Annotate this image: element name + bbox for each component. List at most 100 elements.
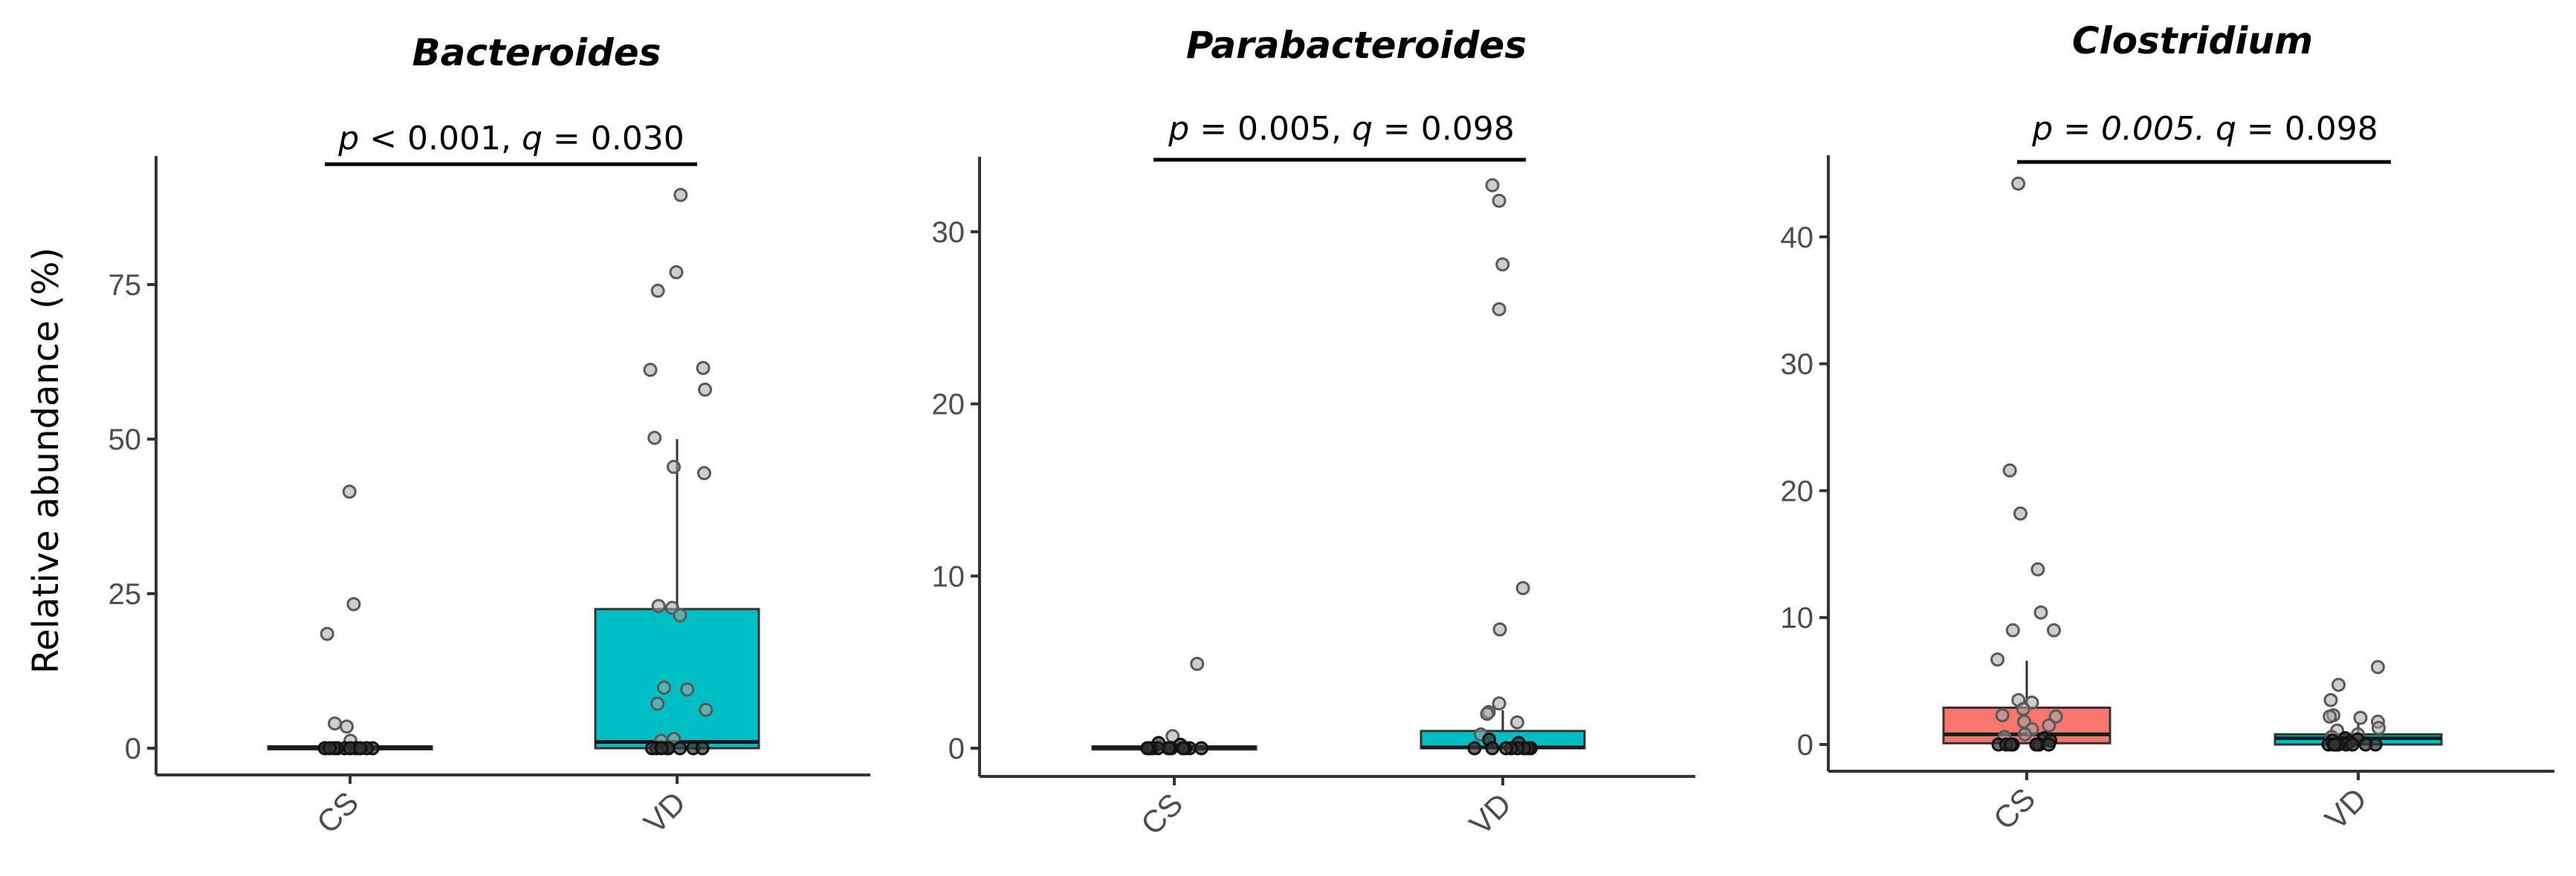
data-point [2047, 623, 2061, 637]
data-point [1515, 581, 1530, 595]
data-point [1140, 741, 1155, 756]
data-point [1194, 741, 1208, 756]
y-tick-label: 30 [1781, 348, 1814, 381]
data-point [353, 741, 368, 756]
points-vd [1467, 178, 1538, 756]
panel-title: Bacteroides [412, 31, 661, 74]
data-point [1492, 622, 1507, 637]
panel-title: Parabacteroides [1186, 24, 1527, 67]
data-point [1480, 707, 1495, 721]
data-point [2331, 678, 2346, 692]
data-point [2358, 737, 2373, 752]
data-point [698, 382, 713, 397]
data-point [340, 719, 354, 734]
data-point [1467, 741, 1482, 756]
y-tick-label: 0 [948, 733, 965, 765]
data-point [1162, 741, 1177, 756]
points-vd [2321, 660, 2386, 752]
data-point [654, 741, 669, 756]
data-point [695, 741, 710, 756]
data-point [1498, 741, 1513, 756]
significance-annotation: p < 0.001, q = 0.030 [337, 120, 684, 158]
points-vd [643, 187, 713, 756]
data-point [2018, 727, 2032, 742]
data-point [650, 696, 665, 711]
data-point [667, 459, 681, 474]
q-value: = 0.098 [2236, 110, 2378, 148]
data-point [328, 716, 342, 731]
data-point [2042, 718, 2056, 733]
data-point [1176, 741, 1191, 756]
y-tick-label: 75 [109, 269, 142, 302]
panel-title: Clostridium [2072, 19, 2313, 62]
q-symbol: q [2216, 110, 2236, 148]
data-point [2370, 660, 2385, 675]
data-point [2323, 709, 2337, 724]
data-point [699, 702, 713, 717]
data-point [346, 597, 361, 611]
data-point [1509, 715, 1524, 730]
data-point [1485, 178, 1500, 192]
q-value: = 0.098 [1373, 110, 1515, 148]
y-tick-label: 50 [109, 424, 142, 456]
data-point [2003, 737, 2018, 752]
p-value: < 0.001, [359, 120, 522, 158]
y-tick-label: 25 [109, 578, 142, 611]
box-vd [594, 439, 760, 750]
data-point [647, 430, 662, 445]
data-point [2345, 737, 2360, 752]
data-point [673, 608, 687, 623]
q-symbol: q [1352, 110, 1373, 148]
data-point [1990, 652, 2005, 667]
data-point [1492, 696, 1507, 711]
significance-annotation: p = 0.005. q = 0.098 [2031, 110, 2378, 148]
p-symbol: p [2031, 110, 2053, 148]
data-point [2328, 737, 2343, 752]
y-tick-label: 30 [932, 216, 965, 249]
data-point [323, 741, 337, 756]
data-point [2323, 692, 2338, 707]
data-point [1492, 193, 1507, 208]
data-point [2353, 710, 2368, 725]
data-point [696, 360, 711, 375]
points-cs [317, 484, 380, 756]
data-point [2011, 176, 2026, 191]
data-point [2042, 737, 2056, 752]
p-symbol: p [337, 120, 359, 158]
data-point [680, 682, 695, 697]
q-value: = 0.030 [543, 120, 685, 158]
y-tick-label: 20 [1781, 475, 1814, 507]
panel-clostridium: Clostridium p = 0.005. q = 0.098 0 10 20 30… [1781, 19, 2554, 837]
y-tick-label: 10 [932, 560, 965, 593]
y-tick-label: 0 [1797, 729, 1813, 762]
points-cs [1990, 176, 2063, 752]
y-tick-label: 20 [932, 389, 965, 421]
data-point [669, 265, 684, 279]
data-point [2048, 709, 2063, 724]
data-point [2002, 463, 2017, 478]
significance-annotation: p = 0.005, q = 0.098 [1168, 110, 1514, 148]
data-point [2005, 623, 2020, 637]
data-point [2030, 562, 2045, 577]
data-point [673, 187, 688, 202]
y-axis-label: Relative abundance (%) [25, 247, 67, 674]
y-tick-label: 0 [125, 733, 141, 765]
data-point [342, 484, 357, 499]
y-tick-label: 10 [1781, 602, 1814, 635]
data-point [320, 626, 334, 641]
data-point [1995, 708, 2010, 723]
p-value: = 0.005. [2053, 110, 2216, 148]
data-point [1495, 257, 1510, 272]
data-point [697, 466, 711, 481]
data-point [2033, 605, 2048, 620]
data-point [651, 599, 666, 614]
p-symbol: p [1168, 110, 1189, 148]
data-point [1492, 302, 1507, 317]
q-symbol: q [522, 120, 543, 158]
data-point [2029, 737, 2044, 752]
data-point [650, 283, 665, 298]
data-point [2372, 721, 2386, 736]
iqr-box [594, 608, 760, 750]
data-point [1190, 657, 1205, 671]
